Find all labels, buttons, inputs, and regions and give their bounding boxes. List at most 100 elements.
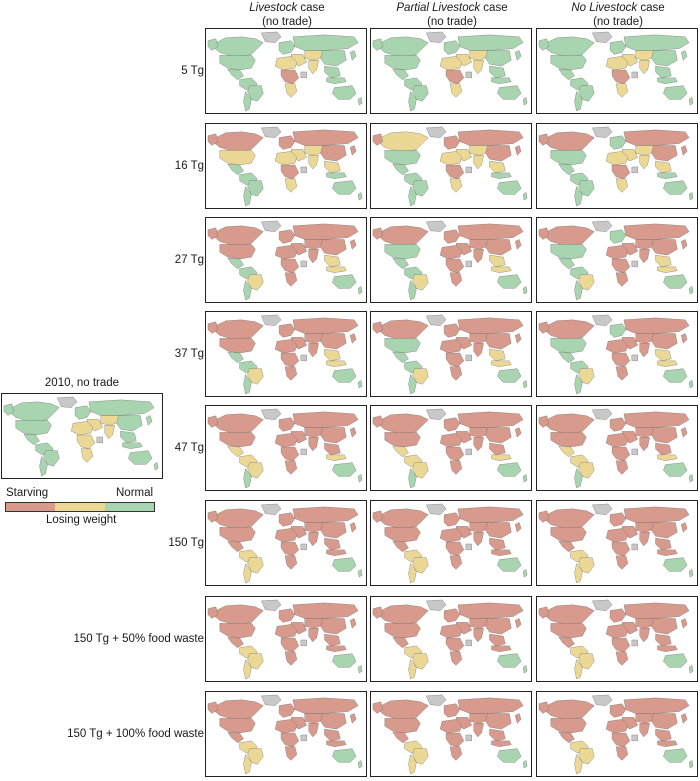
region-sam-s — [574, 374, 583, 395]
region-c-asia — [469, 239, 490, 250]
region-brazil — [578, 368, 595, 385]
region-greenland — [592, 694, 613, 706]
region-indonesia — [491, 360, 512, 367]
region-sam-s — [243, 186, 252, 207]
region-sam-s — [243, 374, 252, 395]
region-alaska — [538, 38, 550, 51]
region-india — [308, 249, 319, 264]
region-se-asia — [489, 254, 506, 268]
region-india — [308, 723, 319, 738]
legend-label-starving: Starving — [6, 487, 49, 499]
region-indonesia — [657, 740, 678, 747]
region-se-asia — [324, 537, 341, 551]
region-canada — [544, 508, 595, 529]
region-s-africa — [80, 448, 94, 463]
row-label: 16 Tg — [174, 160, 204, 172]
region-russia — [623, 411, 690, 428]
region-n-africa — [605, 433, 629, 448]
region-indonesia — [491, 77, 512, 84]
region-nz — [688, 286, 694, 295]
region-greenland — [426, 31, 447, 43]
region-russia — [623, 129, 690, 146]
region-russia — [292, 129, 359, 146]
world-map-panel — [536, 500, 698, 586]
region-nz — [522, 665, 528, 674]
region-antarctica-ish — [300, 166, 307, 174]
region-indonesia — [326, 266, 347, 273]
region-greenland — [592, 599, 613, 611]
region-sam-s — [243, 754, 252, 775]
world-map-panel — [536, 311, 698, 397]
region-c-africa — [445, 164, 465, 179]
region-canada — [213, 225, 264, 246]
region-russia — [292, 411, 359, 428]
region-n-africa — [439, 245, 463, 260]
region-indonesia — [491, 266, 512, 273]
region-c-africa — [611, 164, 631, 179]
region-russia — [457, 506, 524, 523]
legend-color-bar — [5, 502, 155, 512]
region-n-africa — [439, 528, 463, 543]
region-canada — [544, 319, 595, 340]
region-n-africa — [605, 624, 629, 639]
region-n-africa — [274, 56, 298, 71]
region-usa — [384, 623, 421, 639]
region-canada — [213, 36, 264, 57]
region-usa — [550, 623, 587, 639]
world-map-svg — [538, 599, 694, 680]
region-se-asia — [655, 728, 672, 742]
region-sam-s — [408, 374, 417, 395]
region-s-africa — [615, 272, 629, 287]
world-map-svg — [207, 126, 363, 207]
region-n-africa — [605, 151, 629, 166]
region-india — [639, 437, 650, 452]
world-map-svg — [372, 694, 528, 775]
region-brazil — [247, 85, 264, 102]
region-canada — [544, 413, 595, 434]
region-nz — [357, 474, 363, 483]
region-s-africa — [615, 555, 629, 570]
world-map-svg — [538, 314, 694, 395]
region-india — [308, 343, 319, 358]
region-s-africa — [284, 272, 298, 287]
region-indonesia — [326, 77, 347, 84]
region-c-asia — [304, 239, 325, 250]
region-c-asia — [635, 522, 656, 533]
region-c-asia — [469, 427, 490, 438]
region-japan — [680, 427, 688, 438]
region-alaska — [3, 403, 15, 416]
region-europe — [443, 703, 461, 718]
region-australia — [663, 274, 688, 289]
world-map-svg — [372, 314, 528, 395]
region-c-africa — [445, 541, 465, 556]
world-map-svg — [538, 694, 694, 775]
region-india — [639, 723, 650, 738]
region-greenland — [426, 126, 447, 138]
region-japan — [349, 522, 357, 533]
row-label: 5 Tg — [181, 65, 204, 77]
region-se-asia — [655, 348, 672, 362]
region-australia — [128, 450, 153, 465]
region-s-africa — [449, 178, 463, 193]
region-brazil — [412, 462, 429, 479]
region-c-africa — [280, 164, 300, 179]
region-alaska — [207, 321, 219, 334]
region-c-asia — [100, 415, 121, 426]
region-russia — [292, 506, 359, 523]
region-c-asia — [635, 427, 656, 438]
region-canada — [213, 131, 264, 152]
region-usa — [384, 55, 421, 71]
region-c-asia — [635, 618, 656, 629]
world-map-svg — [372, 220, 528, 301]
region-usa — [384, 150, 421, 166]
world-map-svg — [538, 31, 694, 112]
region-brazil — [578, 85, 595, 102]
region-india — [473, 155, 484, 170]
region-mexico — [392, 731, 409, 744]
region-alaska — [538, 227, 550, 240]
region-nz — [357, 569, 363, 578]
region-nz — [357, 380, 363, 389]
region-sam-s — [574, 91, 583, 112]
region-nz — [688, 192, 694, 201]
region-antarctica-ish — [465, 166, 472, 174]
